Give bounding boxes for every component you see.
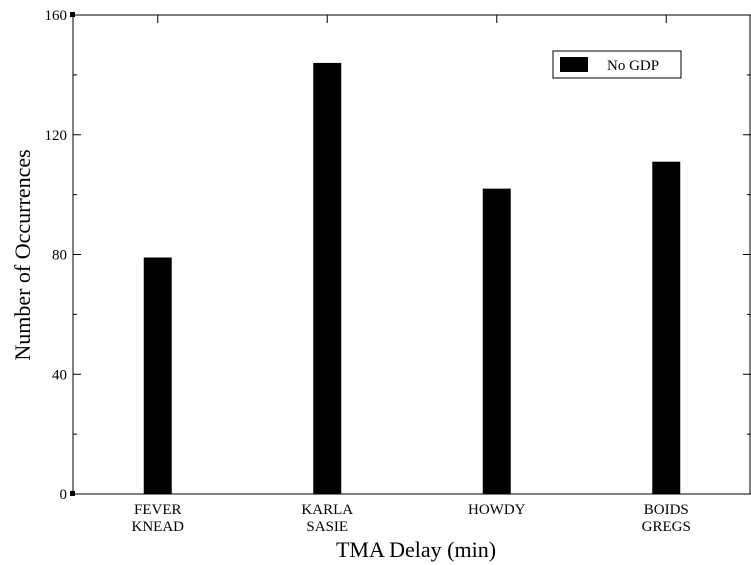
bar (313, 62, 342, 495)
x-category-label: FEVER (134, 502, 182, 518)
legend-swatch (560, 57, 588, 72)
axis-corner-marker (70, 12, 75, 17)
bar (482, 188, 511, 494)
axis-corner-marker (70, 491, 75, 496)
x-category-label: KNEAD (132, 519, 185, 535)
y-axis-title: Number of Occurrences (10, 149, 35, 360)
y-tick-label: 80 (52, 248, 67, 264)
x-category-label: BOIDS (644, 502, 689, 518)
plot-frame (70, 12, 751, 496)
x-category-label: GREGS (642, 519, 691, 535)
x-category-label: HOWDY (468, 502, 526, 518)
bar (652, 161, 681, 494)
y-axis-ticks: 0 40 80 120 160 (45, 8, 751, 503)
bars (143, 62, 681, 495)
x-axis-title: TMA Delay (min) (336, 537, 496, 562)
x-category-label: SASIE (306, 519, 348, 535)
plot-border (72, 14, 751, 495)
y-tick-label: 120 (45, 128, 68, 144)
bar (143, 257, 172, 494)
y-tick-label: 0 (60, 487, 68, 503)
y-tick-label: 40 (52, 367, 67, 383)
legend: No GDP (552, 50, 682, 79)
x-category-label: KARLA (301, 502, 353, 518)
y-tick-label: 160 (45, 8, 68, 24)
legend-label: No GDP (607, 58, 659, 74)
legend-box (552, 50, 682, 79)
